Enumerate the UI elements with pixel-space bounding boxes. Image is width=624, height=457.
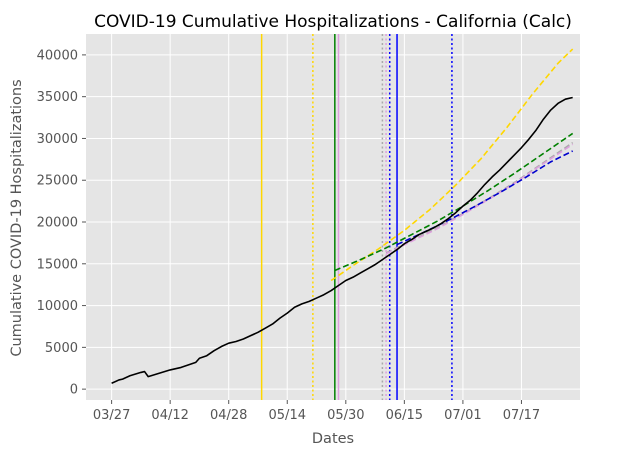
y-tick-label: 5000 (45, 341, 78, 356)
series-lines (111, 48, 574, 385)
y-tick-label: 15000 (37, 257, 78, 272)
chart-title: COVID-19 Cumulative Hospitalizations - C… (94, 12, 572, 32)
x-tick-label: 04/12 (151, 408, 188, 423)
x-tick-label: 06/15 (386, 408, 423, 423)
x-tick-label: 04/28 (210, 408, 247, 423)
y-tick-label: 20000 (37, 216, 78, 231)
projection-series-line (385, 143, 574, 255)
vertical-lines (260, 34, 453, 400)
y-tick-label: 0 (70, 383, 78, 398)
x-tick-label: 07/17 (503, 408, 540, 423)
x-tick-label: 03/27 (93, 408, 130, 423)
projection-series-line (334, 132, 574, 272)
y-axis-ticks: 0 5000 10000 15000 20000 25000 30000 35000 40000 (37, 48, 86, 398)
y-tick-label: 25000 (37, 174, 78, 189)
x-tick-label: 05/14 (269, 408, 306, 423)
y-tick-label: 35000 (37, 90, 78, 105)
x-axis-ticks: 03/27 04/12 04/28 05/14 05/30 06/15 07/01 07/17 (93, 400, 540, 423)
y-axis-label: Cumulative COVID-19 Hospitalizations (9, 79, 25, 356)
y-tick-label: 30000 (37, 132, 78, 147)
plot-area (86, 34, 580, 400)
y-tick-label: 40000 (37, 48, 78, 63)
x-tick-label: 05/30 (327, 408, 364, 423)
grid (86, 34, 580, 400)
y-tick-label: 10000 (37, 299, 78, 314)
data-series-line (111, 96, 573, 385)
x-axis-label: Dates (312, 431, 354, 447)
x-tick-label: 07/01 (444, 408, 481, 423)
